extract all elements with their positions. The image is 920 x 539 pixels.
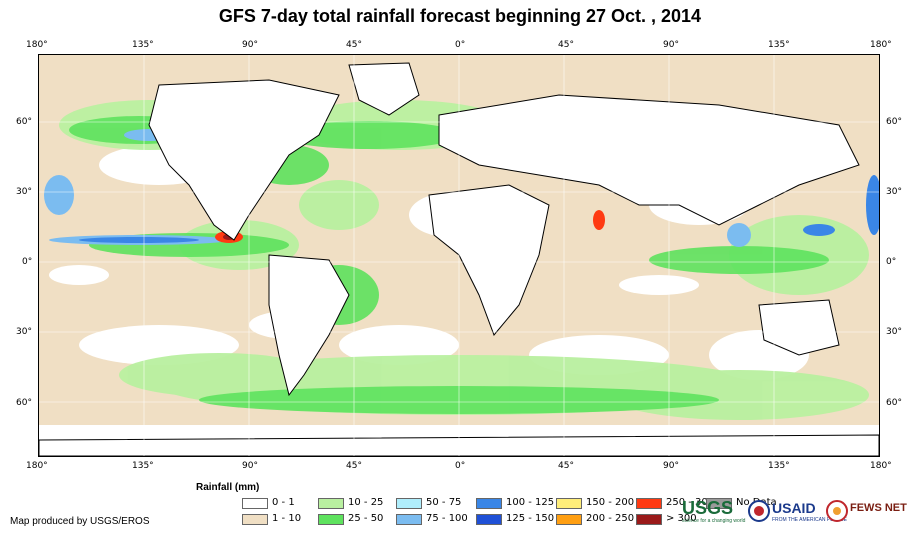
legend-label: 1 - 10: [272, 513, 302, 524]
legend-label: 200 - 250: [586, 513, 635, 524]
legend-swatch-75-100: [396, 514, 422, 525]
lat-tick-right: 0°: [886, 257, 897, 267]
lon-tick-top: 180°: [26, 40, 48, 50]
legend-label: 75 - 100: [426, 513, 468, 524]
lon-tick-bottom: 135°: [132, 461, 154, 471]
usaid-seal-icon: [748, 500, 770, 522]
legend-swatch-100-125: [476, 498, 502, 509]
usgs-tagline: science for a changing world: [682, 518, 746, 524]
graticule: [39, 55, 879, 456]
fewsnet-logo: FEWS NET: [826, 498, 916, 528]
legend-label: 0 - 1: [272, 497, 295, 508]
lat-tick-left: 30°: [16, 327, 32, 337]
map-canvas: [39, 55, 879, 456]
legend-label: 150 - 200: [586, 497, 635, 508]
legend-swatch-150-200: [556, 498, 582, 509]
map-credit: Map produced by USGS/EROS: [10, 516, 150, 527]
legend-swatch-250-300: [636, 498, 662, 509]
usaid-logo: USAID FROM THE AMERICAN PEOPLE: [748, 498, 847, 528]
legend-swatch-no-data: [706, 498, 732, 509]
legend-label: > 300: [666, 513, 697, 524]
fewsnet-globe-icon: [826, 500, 848, 522]
lat-tick-left: 0°: [22, 257, 33, 267]
legend-swatch-10-25: [318, 498, 344, 509]
lon-tick-bottom: 180°: [26, 461, 48, 471]
lon-tick-top: 45°: [558, 40, 574, 50]
usgs-logo: USGS science for a changing world: [682, 498, 746, 528]
usgs-logo-text: USGS: [682, 498, 734, 518]
lat-tick-right: 60°: [886, 117, 902, 127]
legend-swatch-125-150: [476, 514, 502, 525]
lon-tick-bottom: 0°: [455, 461, 466, 471]
lat-tick-right: 30°: [886, 187, 902, 197]
lon-tick-top: 0°: [455, 40, 466, 50]
legend-title: Rainfall (mm): [196, 482, 260, 493]
lon-tick-bottom: 45°: [346, 461, 362, 471]
legend-label: 125 - 150: [506, 513, 555, 524]
lon-tick-top: 90°: [242, 40, 258, 50]
legend-label: 10 - 25: [348, 497, 384, 508]
legend-swatch-200-250: [556, 514, 582, 525]
legend-label: 25 - 50: [348, 513, 384, 524]
fewsnet-logo-text: FEWS NET: [850, 502, 907, 514]
lon-tick-top: 180°: [870, 40, 892, 50]
lon-tick-top: 45°: [346, 40, 362, 50]
lat-tick-left: 60°: [16, 117, 32, 127]
lon-tick-bottom: 180°: [870, 461, 892, 471]
legend-swatch-50-75: [396, 498, 422, 509]
lon-tick-top: 135°: [132, 40, 154, 50]
map-title: GFS 7-day total rainfall forecast beginn…: [218, 6, 702, 26]
lon-tick-bottom: 90°: [663, 461, 679, 471]
legend-label: 50 - 75: [426, 497, 462, 508]
lon-tick-top: 90°: [663, 40, 679, 50]
rainfall-map: [38, 54, 880, 457]
lat-tick-right: 30°: [886, 327, 902, 337]
legend-label: 250 - 300: [666, 497, 715, 508]
lat-tick-right: 60°: [886, 398, 902, 408]
legend-swatch-25-50: [318, 514, 344, 525]
legend-swatch-over-300: [636, 514, 662, 525]
lon-tick-top: 135°: [768, 40, 790, 50]
legend-label: 100 - 125: [506, 497, 555, 508]
usaid-logo-text: USAID: [772, 500, 816, 516]
legend-swatch-0-1: [242, 498, 268, 509]
usaid-tagline: FROM THE AMERICAN PEOPLE: [772, 517, 847, 523]
lon-tick-bottom: 45°: [558, 461, 574, 471]
lat-tick-left: 30°: [16, 187, 32, 197]
lat-tick-left: 60°: [16, 398, 32, 408]
lon-tick-bottom: 135°: [768, 461, 790, 471]
legend-swatch-1-10: [242, 514, 268, 525]
lon-tick-bottom: 90°: [242, 461, 258, 471]
